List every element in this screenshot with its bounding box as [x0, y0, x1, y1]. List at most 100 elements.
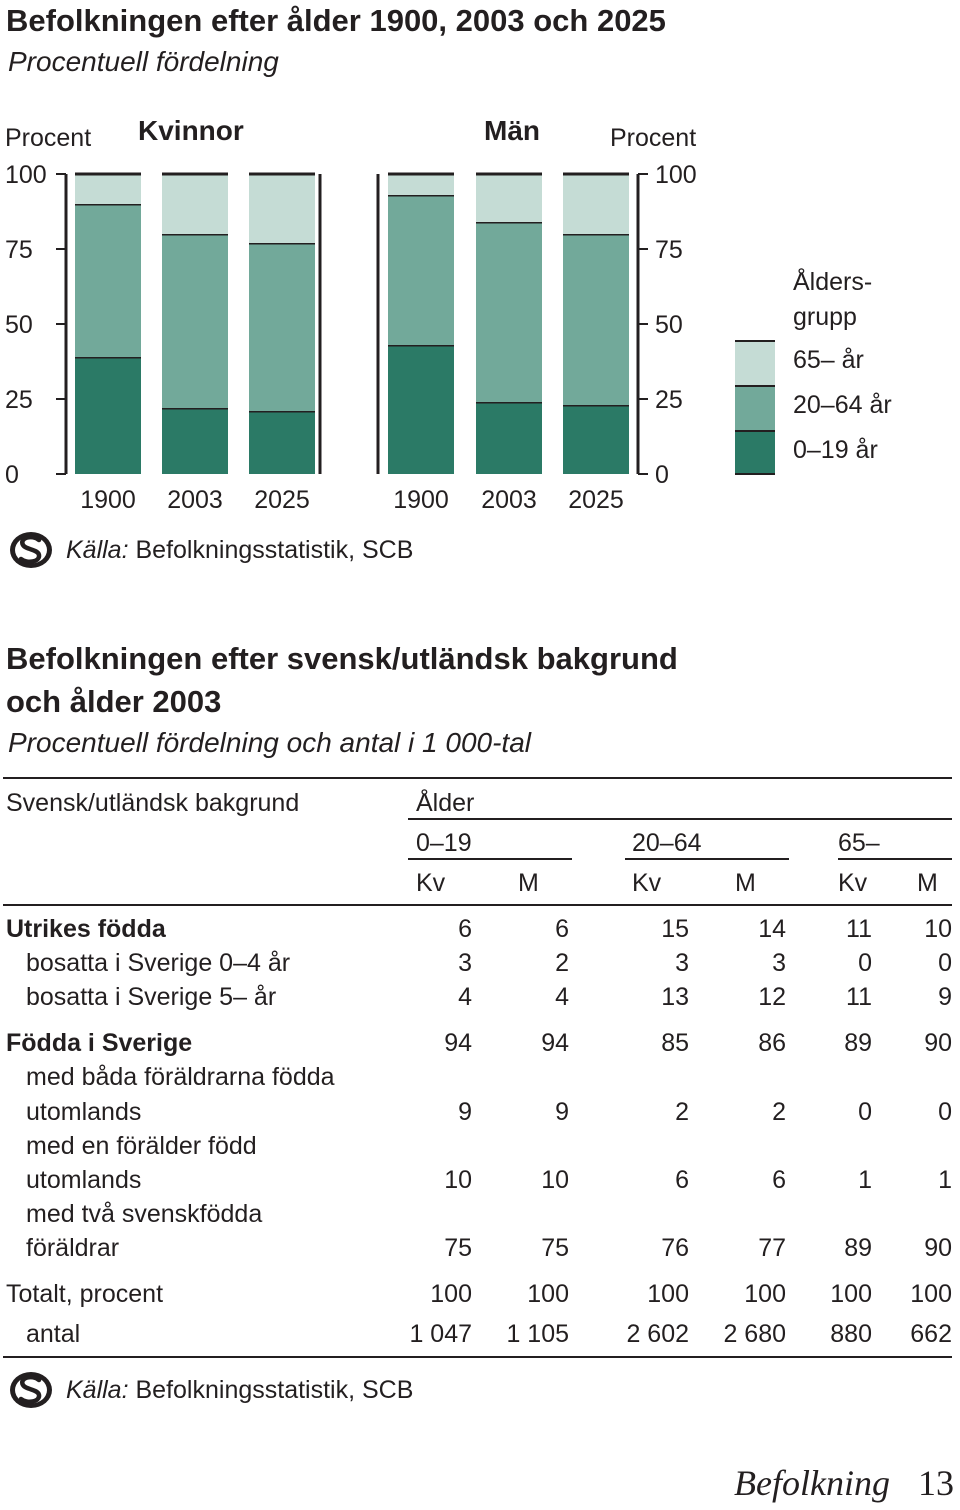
- table-source-label: Källa:: [66, 1375, 129, 1404]
- cell: 100: [910, 1280, 952, 1308]
- cell: 6: [675, 1166, 689, 1194]
- panel-label-man: Män: [484, 115, 540, 146]
- row-label-line1: med två svenskfödda: [26, 1200, 263, 1228]
- cell: 100: [830, 1280, 872, 1308]
- bar-segment: [75, 357, 141, 474]
- table-source: Källa: Befolkningsstatistik, SCB: [8, 1370, 413, 1410]
- x-tick-label: 1900: [80, 486, 136, 514]
- cell: 6: [458, 915, 472, 943]
- cell: 15: [661, 915, 689, 943]
- row-label: föräldrar: [26, 1234, 120, 1262]
- legend-swatch: [735, 341, 775, 385]
- cell: 3: [458, 949, 472, 977]
- cell: 0: [938, 1098, 952, 1126]
- table-head-group: Ålder: [416, 789, 475, 817]
- y-tick-label-left: 75: [5, 236, 33, 264]
- cell: 100: [744, 1280, 786, 1308]
- age-rule-0-19: [408, 858, 572, 860]
- x-tick-label: 1900: [393, 486, 449, 514]
- cell: 6: [772, 1166, 786, 1194]
- cell: 100: [647, 1280, 689, 1308]
- y-tick-label-left: 25: [5, 386, 33, 414]
- y-axis-unit-right: Procent: [610, 124, 696, 152]
- cell: 10: [541, 1166, 569, 1194]
- sex-col-m-20-64: M: [735, 869, 756, 897]
- age-group-0-19: 0–19: [416, 829, 472, 857]
- sex-col-m-65: M: [917, 869, 938, 897]
- cell: 89: [844, 1234, 872, 1262]
- cell: 662: [910, 1320, 952, 1348]
- age-rule-20-64: [625, 858, 789, 860]
- bar-segment: [563, 405, 629, 474]
- cell: 76: [661, 1234, 689, 1262]
- cell: 9: [938, 983, 952, 1011]
- cell: 86: [758, 1029, 786, 1057]
- cell: 1: [858, 1166, 872, 1194]
- table-head-rule: [3, 904, 952, 906]
- cell: 10: [924, 915, 952, 943]
- scb-logo-icon: [10, 532, 52, 568]
- cell: 94: [541, 1029, 569, 1057]
- cell: 11: [846, 915, 872, 943]
- y-tick-label-right: 50: [655, 311, 683, 339]
- cell: 75: [541, 1234, 569, 1262]
- y-tick-label-right: 0: [655, 461, 669, 489]
- age-distribution-chart: Procent Kvinnor Män Procent 0 0 25 25 50 50 75 75 10…: [5, 115, 892, 514]
- row-label-line1: med båda föräldrarna födda: [26, 1063, 335, 1091]
- cell: 1 047: [409, 1320, 472, 1348]
- bar-segment: [563, 234, 629, 405]
- y-tick-label-left: 100: [5, 161, 47, 189]
- y-tick-label-left: 50: [5, 311, 33, 339]
- bar-segment: [476, 402, 542, 474]
- bar-segment: [388, 195, 454, 345]
- bar-segment: [388, 174, 454, 195]
- legend-title-line2: grupp: [793, 303, 857, 331]
- row-label-totalt: Totalt, procent: [6, 1280, 164, 1308]
- cell: 11: [846, 983, 872, 1011]
- page-footer: Befolkning 13: [734, 1462, 954, 1504]
- cell: 77: [758, 1234, 786, 1262]
- legend-title-line1: Ålders-: [793, 266, 872, 296]
- table-source-text: Befolkningsstatistik, SCB: [135, 1375, 414, 1404]
- cell: 2 680: [723, 1320, 786, 1348]
- page-number: 13: [918, 1463, 954, 1503]
- cell: 12: [758, 983, 786, 1011]
- scb-logo-icon: [10, 1372, 52, 1408]
- bar-segment: [476, 174, 542, 222]
- cell: 0: [858, 949, 872, 977]
- cell: 13: [661, 983, 689, 1011]
- row-label-line1: med en förälder född: [26, 1132, 257, 1160]
- age-group-20-64: 20–64: [632, 829, 702, 857]
- cell: 1 105: [506, 1320, 569, 1348]
- bar-segment: [162, 234, 228, 408]
- bar-segment: [563, 174, 629, 234]
- cell: 2: [772, 1098, 786, 1126]
- bar-segment: [249, 174, 315, 243]
- legend-label: 20–64 år: [793, 391, 892, 419]
- cell: 9: [555, 1098, 569, 1126]
- chart-title: Befolkningen efter ålder 1900, 2003 och …: [6, 3, 666, 38]
- cell: 880: [830, 1320, 872, 1348]
- bar-segment: [249, 411, 315, 474]
- bar-segment: [388, 345, 454, 474]
- panel-label-kvinnor: Kvinnor: [138, 115, 244, 146]
- cell: 0: [938, 949, 952, 977]
- cell: 1: [938, 1166, 952, 1194]
- x-tick-label: 2003: [481, 486, 537, 514]
- row-label: utomlands: [26, 1166, 142, 1194]
- table-bottom-rule: [3, 1356, 952, 1358]
- table-subtitle: Procentuell fördelning och antal i 1 000…: [8, 727, 532, 758]
- bar-segment: [249, 243, 315, 411]
- cell: 4: [458, 983, 472, 1011]
- cell: 9: [458, 1098, 472, 1126]
- age-group-65: 65–: [838, 829, 880, 857]
- y-tick-label-right: 25: [655, 386, 683, 414]
- cell: 100: [527, 1280, 569, 1308]
- legend-label: 65– år: [793, 346, 864, 374]
- cell: 2 602: [626, 1320, 689, 1348]
- sex-col-kv-65: Kv: [838, 869, 868, 897]
- sex-col-kv-0-19: Kv: [416, 869, 446, 897]
- cell: 90: [924, 1029, 952, 1057]
- bar-segment: [75, 204, 141, 357]
- cell: 14: [758, 915, 786, 943]
